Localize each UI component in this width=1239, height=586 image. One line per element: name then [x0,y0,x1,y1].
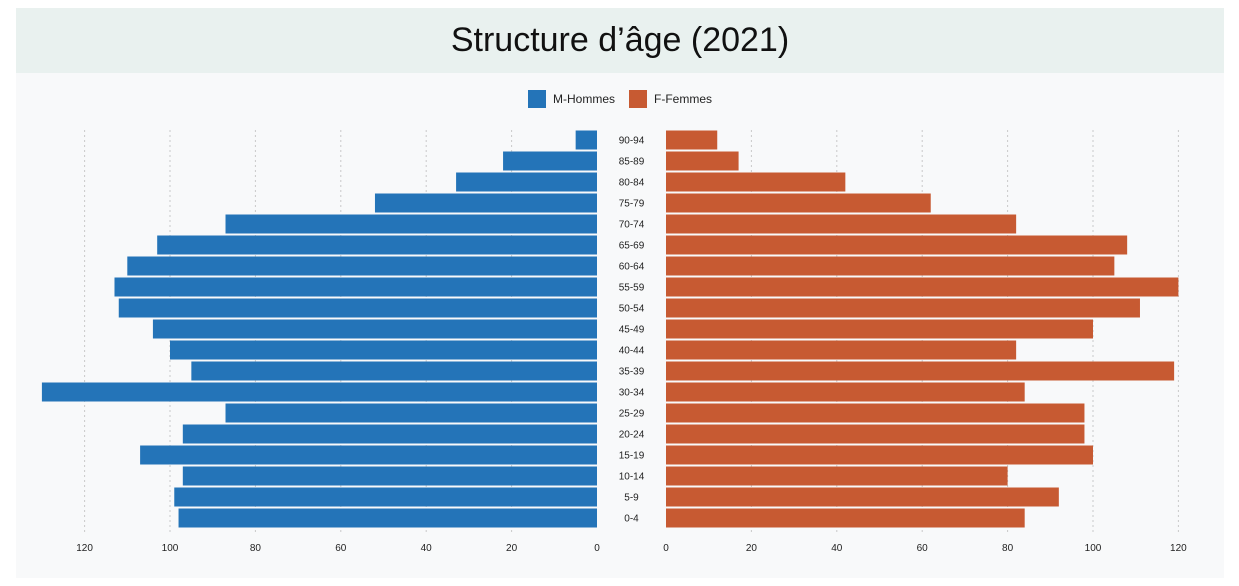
legend-label-male: M-Hommes [553,92,615,106]
category-label: 40-44 [619,346,645,357]
x-tick-label-left: 60 [335,543,347,554]
category-label: 5-9 [624,493,639,504]
bar-female [666,298,1140,318]
bar-female [666,508,1025,528]
legend: M-Hommes F-Femmes [16,90,1224,108]
category-label: 30-34 [619,388,645,399]
bar-male [127,256,598,276]
bar-male [182,466,597,486]
bar-female [666,466,1008,486]
legend-item-female[interactable]: F-Femmes [629,90,712,108]
legend-item-male[interactable]: M-Hommes [528,90,615,108]
bar-male [575,130,597,150]
bar-female [666,151,739,171]
series-female-bars [666,130,1179,528]
bar-male [114,277,598,297]
bar-male [225,403,597,423]
x-tick-labels: 120 100 80 60 40 20 0 0 20 40 60 80 100 120 [76,543,1187,554]
bar-female [666,382,1025,402]
bar-male [152,319,598,339]
legend-swatch-female [629,90,647,108]
bar-female [666,319,1093,339]
chart-panel: Structure d’âge (2021) M-Hommes F-Femmes… [16,8,1224,578]
bar-female [666,130,718,150]
x-tick-label-right: 60 [917,543,929,554]
category-label: 0-4 [624,514,639,525]
chart-title: Structure d’âge (2021) [450,21,790,59]
legend-swatch-male [528,90,546,108]
legend-label-female: F-Femmes [654,92,712,106]
x-tick-label-right: 20 [746,543,758,554]
bar-female [666,256,1115,276]
category-label: 90-94 [619,136,645,147]
category-label: 55-59 [619,283,645,294]
bar-male [41,382,597,402]
x-tick-label-right: 0 [663,543,669,554]
category-label: 20-24 [619,430,645,441]
category-label: 65-69 [619,241,645,252]
x-tick-label-right: 40 [831,543,843,554]
bar-male [456,172,597,192]
x-tick-label-left: 40 [421,543,433,554]
category-label: 45-49 [619,325,645,336]
bar-male [118,298,597,318]
bar-male [174,487,597,507]
category-label: 10-14 [619,472,645,483]
category-label: 80-84 [619,178,645,189]
category-label: 75-79 [619,199,645,210]
category-labels: 90-94 85-89 80-84 75-79 70-74 65-69 60-64 55-59… [619,136,645,525]
category-label: 25-29 [619,409,645,420]
x-tick-label-left: 0 [594,543,600,554]
title-bar: Structure d’âge (2021) [16,8,1224,73]
category-label: 60-64 [619,262,645,273]
x-tick-label-left: 80 [250,543,262,554]
bar-male [503,151,597,171]
bar-female [666,361,1175,381]
series-male-bars [41,130,598,528]
bar-male [225,214,597,234]
category-label: 15-19 [619,451,645,462]
category-label: 85-89 [619,157,645,168]
bar-female [666,277,1179,297]
pyramid-chart: 90-94 85-89 80-84 75-79 70-74 65-69 60-64 55-59… [41,130,1187,554]
category-label: 70-74 [619,220,645,231]
bar-male [157,235,597,255]
bar-female [666,340,1017,360]
bar-female [666,172,846,192]
bar-male [182,424,597,444]
bar-male [140,445,598,465]
bar-male [178,508,598,528]
bar-male [191,361,597,381]
x-tick-label-left: 20 [506,543,518,554]
category-label: 35-39 [619,367,645,378]
x-tick-label-right: 100 [1085,543,1102,554]
x-tick-label-right: 120 [1170,543,1187,554]
category-label: 50-54 [619,304,645,315]
bar-female [666,445,1093,465]
bar-female [666,193,931,213]
bar-male [374,193,597,213]
bar-female [666,487,1059,507]
bar-female [666,424,1085,444]
bar-male [170,340,597,360]
x-tick-label-left: 100 [162,543,179,554]
bar-female [666,235,1128,255]
x-tick-label-right: 80 [1002,543,1014,554]
bar-female [666,403,1085,423]
bar-female [666,214,1017,234]
x-tick-label-left: 120 [76,543,93,554]
